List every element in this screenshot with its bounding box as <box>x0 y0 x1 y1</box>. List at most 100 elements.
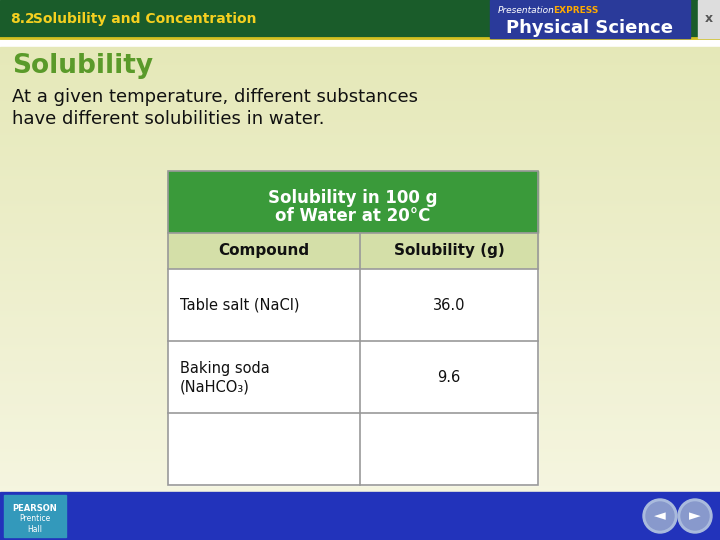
Bar <box>0 444 720 448</box>
Bar <box>0 97 720 99</box>
Bar <box>0 424 720 427</box>
Circle shape <box>643 499 677 533</box>
Circle shape <box>678 499 712 533</box>
Bar <box>0 142 720 145</box>
Bar <box>0 458 720 461</box>
Bar <box>0 358 720 361</box>
Text: PEARSON: PEARSON <box>13 504 58 513</box>
Text: 9.6: 9.6 <box>438 369 461 384</box>
Bar <box>0 497 720 500</box>
Bar <box>0 65 720 68</box>
Bar <box>168 171 538 485</box>
Text: At a given temperature, different substances: At a given temperature, different substa… <box>12 88 418 106</box>
Bar <box>0 76 720 79</box>
Bar <box>0 213 720 215</box>
Bar <box>0 183 720 186</box>
Bar <box>0 333 720 336</box>
Bar <box>168 171 538 233</box>
Text: Solubility and Concentration: Solubility and Concentration <box>28 12 256 26</box>
Bar <box>0 427 720 429</box>
Bar <box>0 156 720 158</box>
Bar <box>0 108 720 111</box>
Bar <box>0 288 720 291</box>
Bar <box>0 392 720 395</box>
Bar <box>0 235 720 238</box>
Bar <box>0 283 720 286</box>
Bar <box>0 442 720 445</box>
Bar <box>0 245 720 247</box>
Bar <box>0 308 720 311</box>
Bar <box>0 131 720 133</box>
Bar <box>0 463 720 465</box>
Circle shape <box>681 502 709 530</box>
Bar <box>0 386 720 388</box>
Bar <box>0 274 720 277</box>
Bar <box>0 331 720 334</box>
Bar <box>0 468 720 470</box>
Bar <box>0 222 720 225</box>
Bar <box>0 208 720 211</box>
Bar <box>0 204 720 206</box>
Bar <box>0 345 720 347</box>
Bar <box>0 451 720 454</box>
Bar <box>0 372 720 375</box>
Bar <box>0 342 720 345</box>
Text: Solubility in 100 g: Solubility in 100 g <box>269 189 438 207</box>
Bar <box>0 415 720 418</box>
Bar <box>0 495 720 497</box>
Bar <box>0 67 720 70</box>
Bar <box>0 133 720 136</box>
Text: Baking soda: Baking soda <box>180 361 270 376</box>
Text: x: x <box>705 12 713 25</box>
Bar <box>0 347 720 349</box>
Bar <box>0 420 720 422</box>
Bar <box>0 138 720 140</box>
Bar <box>0 172 720 174</box>
Bar <box>0 376 720 379</box>
Bar <box>0 381 720 384</box>
Bar <box>0 144 720 147</box>
Bar <box>0 313 720 315</box>
Bar <box>0 0 720 38</box>
Bar <box>0 483 720 486</box>
Bar <box>0 279 720 281</box>
Bar <box>0 226 720 229</box>
Bar <box>0 253 720 256</box>
Bar <box>0 356 720 359</box>
Bar <box>0 361 720 363</box>
Text: Table salt (NaCl): Table salt (NaCl) <box>180 298 300 313</box>
Bar <box>168 341 538 413</box>
Bar <box>0 187 720 190</box>
Bar <box>0 92 720 95</box>
Bar <box>0 129 720 131</box>
Bar <box>0 251 720 254</box>
Bar <box>0 217 720 220</box>
Bar <box>0 438 720 441</box>
Bar <box>0 115 720 118</box>
Bar <box>0 149 720 152</box>
Bar <box>0 158 720 161</box>
Bar <box>0 429 720 431</box>
Bar <box>0 233 720 236</box>
Bar <box>0 99 720 102</box>
Bar <box>0 369 720 372</box>
Bar <box>0 135 720 138</box>
Text: EXPRESS: EXPRESS <box>553 6 598 15</box>
Text: ►: ► <box>689 509 701 523</box>
Bar <box>0 249 720 252</box>
Bar <box>0 272 720 274</box>
Bar <box>0 163 720 165</box>
Bar <box>0 297 720 300</box>
Bar <box>0 417 720 420</box>
Bar <box>0 117 720 120</box>
Bar <box>0 49 720 51</box>
Bar <box>0 499 720 502</box>
Bar <box>0 53 720 56</box>
Bar <box>0 267 720 270</box>
Bar <box>0 85 720 88</box>
Bar <box>0 78 720 81</box>
Bar <box>0 260 720 263</box>
Bar <box>0 303 720 306</box>
Bar <box>0 201 720 204</box>
Text: 36.0: 36.0 <box>433 298 465 313</box>
